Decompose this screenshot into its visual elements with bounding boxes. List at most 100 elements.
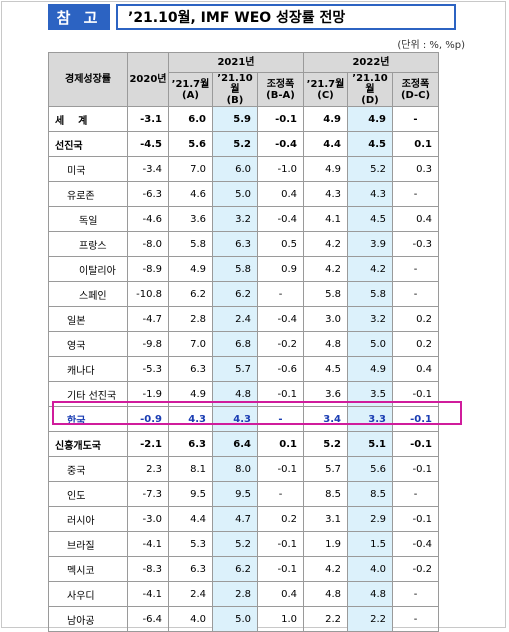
value-a: 4.9 <box>168 381 213 407</box>
value-v2020: -5.3 <box>127 356 169 382</box>
value-ba: -1.0 <box>257 156 304 182</box>
value-c: 4.5 <box>303 356 348 382</box>
value-d: 2.2 <box>347 606 393 632</box>
value-d: 3.5 <box>347 381 393 407</box>
value-c: 4.2 <box>303 231 348 257</box>
value-d: 5.6 <box>347 456 393 482</box>
header-2021: 2021년 <box>168 52 304 73</box>
value-c: 4.2 <box>303 556 348 582</box>
country-name: 사우디 <box>48 581 128 607</box>
value-ba: 0.4 <box>257 181 304 207</box>
table-row: 브라질 -4.1 5.3 5.2 -0.1 1.9 1.5 -0.4 <box>48 531 439 557</box>
header-sub-a: ’21.7월 (A) <box>168 72 213 107</box>
value-c: 1.9 <box>303 531 348 557</box>
value-b: 9.5 <box>212 481 258 507</box>
value-ba: -0.1 <box>257 531 304 557</box>
value-d: 5.2 <box>347 156 393 182</box>
value-v2020: -2.1 <box>127 431 169 457</box>
value-c: 3.0 <box>303 306 348 332</box>
value-v2020: -9.8 <box>127 331 169 357</box>
value-a: 2.4 <box>168 581 213 607</box>
value-a: 5.3 <box>168 531 213 557</box>
table-row: 스페인 -10.8 6.2 6.2-5.8 5.8- <box>48 281 439 307</box>
value-v2020: -4.5 <box>127 131 169 157</box>
table-row: 인도 -7.3 9.5 9.5-8.5 8.5- <box>48 481 439 507</box>
country-name: 프랑스 <box>48 231 128 257</box>
page-title: ’21.10월, IMF WEO 성장률 전망 <box>116 4 456 30</box>
growth-table: 경제성장률 2020년 2021년 2022년 ’21.7월 (A) ’21.1… <box>48 52 439 632</box>
value-dc: -0.1 <box>392 381 439 407</box>
value-c: 3.1 <box>303 506 348 532</box>
value-ba: 0.4 <box>257 581 304 607</box>
country-name: 영국 <box>48 331 128 357</box>
value-dc: 0.2 <box>392 306 439 332</box>
country-name: 독일 <box>48 206 128 232</box>
table-row: 러시아 -3.0 4.4 4.7 0.2 3.1 2.9 -0.1 <box>48 506 439 532</box>
value-dc: -0.4 <box>392 531 439 557</box>
country-name: 중국 <box>48 456 128 482</box>
value-d: 5.0 <box>347 331 393 357</box>
value-b: 6.2 <box>212 281 258 307</box>
unit-label: (단위 : %, %p) <box>397 40 465 51</box>
header-2022: 2022년 <box>303 52 439 73</box>
value-a: 4.3 <box>168 406 213 432</box>
value-b: 3.2 <box>212 206 258 232</box>
value-a: 5.8 <box>168 231 213 257</box>
country-name: 러시아 <box>48 506 128 532</box>
value-d: 5.8 <box>347 281 393 307</box>
table-row: 일본 -4.7 2.8 2.4 -0.4 3.0 3.2 0.2 <box>48 306 439 332</box>
value-b: 8.0 <box>212 456 258 482</box>
value-dc: - <box>392 481 439 507</box>
value-d: 8.5 <box>347 481 393 507</box>
value-b: 5.8 <box>212 256 258 282</box>
header-sub-d: ’21.10월 (D) <box>347 72 393 107</box>
value-a: 4.4 <box>168 506 213 532</box>
value-v2020: -3.0 <box>127 506 169 532</box>
value-dc: - <box>392 106 439 132</box>
value-v2020: -4.6 <box>127 206 169 232</box>
value-dc: - <box>392 606 439 632</box>
value-d: 4.3 <box>347 181 393 207</box>
table-row: 유로존 -6.3 4.6 5.0 0.4 4.3 4.3- <box>48 181 439 207</box>
value-dc: - <box>392 181 439 207</box>
value-ba: -0.1 <box>257 381 304 407</box>
value-b: 6.3 <box>212 231 258 257</box>
value-d: 2.9 <box>347 506 393 532</box>
value-dc: - <box>392 281 439 307</box>
value-ba: -0.1 <box>257 556 304 582</box>
table-row: 미국 -3.4 7.0 6.0 -1.0 4.9 5.2 0.3 <box>48 156 439 182</box>
value-c: 8.5 <box>303 481 348 507</box>
value-b: 6.8 <box>212 331 258 357</box>
value-ba: 0.9 <box>257 256 304 282</box>
value-dc: 0.3 <box>392 156 439 182</box>
table-row: 세 계 -3.1 6.0 5.9 -0.1 4.9 4.9- <box>48 106 439 132</box>
value-ba: -0.2 <box>257 331 304 357</box>
table-row: 한국 -0.9 4.3 4.3-3.4 3.3 -0.1 <box>48 406 439 432</box>
value-v2020: 2.3 <box>127 456 169 482</box>
value-b: 6.4 <box>212 431 258 457</box>
value-b: 2.4 <box>212 306 258 332</box>
value-b: 5.0 <box>212 181 258 207</box>
header-country: 경제성장률 <box>48 52 128 107</box>
value-c: 4.8 <box>303 331 348 357</box>
value-ba: - <box>257 481 304 507</box>
value-c: 5.7 <box>303 456 348 482</box>
value-d: 3.2 <box>347 306 393 332</box>
value-v2020: -6.3 <box>127 181 169 207</box>
value-v2020: -8.0 <box>127 231 169 257</box>
value-v2020: -3.4 <box>127 156 169 182</box>
value-a: 4.9 <box>168 256 213 282</box>
value-a: 6.3 <box>168 556 213 582</box>
country-name: 신흥개도국 <box>48 431 128 457</box>
value-d: 4.9 <box>347 356 393 382</box>
value-a: 6.3 <box>168 356 213 382</box>
value-d: 4.0 <box>347 556 393 582</box>
value-a: 8.1 <box>168 456 213 482</box>
value-v2020: -8.3 <box>127 556 169 582</box>
value-v2020: -8.9 <box>127 256 169 282</box>
value-a: 3.6 <box>168 206 213 232</box>
value-c: 3.6 <box>303 381 348 407</box>
value-dc: -0.2 <box>392 556 439 582</box>
value-d: 1.5 <box>347 531 393 557</box>
value-c: 4.9 <box>303 156 348 182</box>
